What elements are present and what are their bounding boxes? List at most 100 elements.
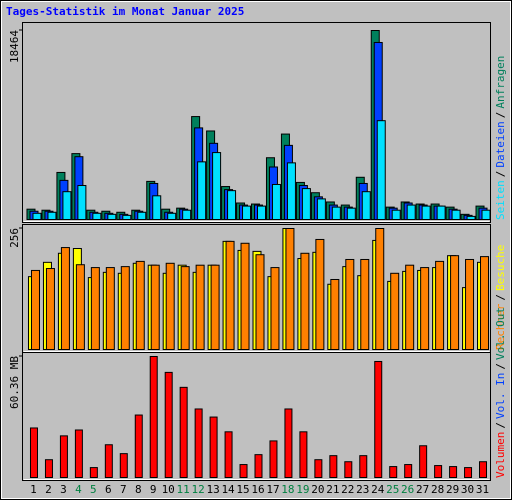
bar bbox=[29, 427, 38, 478]
chart-title: Tages-Statistik im Monat Januar 2025 bbox=[6, 5, 244, 18]
bar bbox=[404, 464, 413, 479]
bar bbox=[480, 256, 490, 350]
bar bbox=[286, 162, 296, 220]
bar bbox=[405, 264, 415, 350]
bar bbox=[284, 408, 293, 479]
bar bbox=[421, 205, 431, 220]
legend-entry: Dateien bbox=[494, 121, 507, 167]
bar bbox=[376, 120, 386, 220]
y-tick-label: 256 bbox=[8, 228, 21, 248]
bar bbox=[406, 204, 416, 221]
bar bbox=[194, 408, 203, 479]
bar bbox=[195, 264, 205, 350]
bar bbox=[466, 215, 476, 220]
x-tick-label: 18 bbox=[281, 483, 294, 496]
x-tick-label: 22 bbox=[341, 483, 354, 496]
bar bbox=[345, 258, 355, 350]
legend-entry: Anfragen bbox=[494, 56, 507, 109]
bar bbox=[239, 464, 248, 479]
legend-separator: / bbox=[494, 422, 507, 429]
bar bbox=[75, 264, 85, 350]
x-tick-label: 31 bbox=[476, 483, 489, 496]
bar bbox=[152, 195, 162, 221]
bar bbox=[255, 254, 265, 350]
x-tick-label: 12 bbox=[192, 483, 205, 496]
legend-entry: Vol. In bbox=[494, 373, 507, 419]
bar bbox=[451, 209, 461, 220]
bar bbox=[59, 435, 68, 478]
x-tick-label: 4 bbox=[75, 483, 82, 496]
bar bbox=[315, 238, 325, 350]
bar bbox=[434, 465, 443, 478]
bar bbox=[464, 467, 473, 478]
bar bbox=[316, 198, 326, 220]
bar bbox=[224, 431, 233, 479]
bar bbox=[435, 260, 445, 350]
bar bbox=[104, 444, 113, 478]
x-tick-label: 20 bbox=[311, 483, 324, 496]
bar bbox=[30, 269, 40, 350]
bar bbox=[254, 454, 263, 479]
bar bbox=[389, 466, 398, 479]
x-tick-label: 27 bbox=[416, 483, 429, 496]
bar bbox=[60, 247, 70, 350]
x-tick-label: 1 bbox=[30, 483, 37, 496]
bar bbox=[137, 211, 147, 220]
bar bbox=[361, 191, 371, 221]
bar bbox=[481, 209, 491, 220]
x-tick-label: 24 bbox=[371, 483, 385, 496]
x-tick-label: 29 bbox=[446, 483, 459, 496]
x-tick-label: 19 bbox=[296, 483, 309, 496]
x-tick-label: 17 bbox=[266, 483, 279, 496]
bar bbox=[359, 455, 368, 478]
bar bbox=[45, 268, 55, 350]
bar bbox=[135, 260, 145, 350]
bar bbox=[270, 267, 280, 350]
bar bbox=[105, 267, 115, 350]
x-tick-label: 15 bbox=[236, 483, 249, 496]
bar bbox=[119, 453, 128, 478]
bar bbox=[165, 262, 175, 350]
bar bbox=[180, 266, 190, 350]
legend-entry: Seiten bbox=[494, 180, 507, 220]
bar bbox=[420, 267, 430, 350]
bar bbox=[149, 356, 158, 478]
legend: Volumen / Vol. In / Vol. Out bbox=[494, 307, 507, 478]
bar bbox=[134, 414, 143, 478]
bar bbox=[164, 371, 173, 479]
legend-separator: / bbox=[494, 363, 507, 370]
bar bbox=[344, 461, 353, 479]
bar bbox=[225, 240, 235, 350]
bar bbox=[74, 429, 83, 479]
bar bbox=[32, 212, 42, 221]
x-tick-label: 28 bbox=[431, 483, 444, 496]
bar bbox=[120, 266, 130, 350]
x-tick-label: 30 bbox=[461, 483, 474, 496]
bar bbox=[346, 207, 356, 220]
bar bbox=[479, 461, 488, 479]
x-tick-label: 5 bbox=[90, 483, 97, 496]
bar bbox=[450, 255, 460, 350]
bar bbox=[197, 161, 207, 220]
legend-separator: / bbox=[494, 112, 507, 119]
bar bbox=[419, 445, 428, 479]
bar bbox=[62, 191, 72, 221]
bar bbox=[271, 183, 281, 220]
x-tick-label: 23 bbox=[356, 483, 369, 496]
bar bbox=[285, 228, 295, 350]
bar bbox=[209, 416, 218, 478]
bar bbox=[212, 152, 222, 221]
bar bbox=[92, 212, 102, 221]
legend-entry: Vol. Out bbox=[494, 307, 507, 360]
bar bbox=[331, 206, 341, 221]
bar bbox=[242, 205, 252, 220]
x-tick-label: 6 bbox=[105, 483, 112, 496]
bar bbox=[301, 188, 311, 220]
x-tick-label: 9 bbox=[150, 483, 157, 496]
x-tick-label: 7 bbox=[120, 483, 127, 496]
legend-entry: Besuche bbox=[494, 245, 507, 291]
bar bbox=[436, 205, 446, 220]
x-tick-label: 21 bbox=[326, 483, 339, 496]
bar bbox=[240, 242, 250, 350]
